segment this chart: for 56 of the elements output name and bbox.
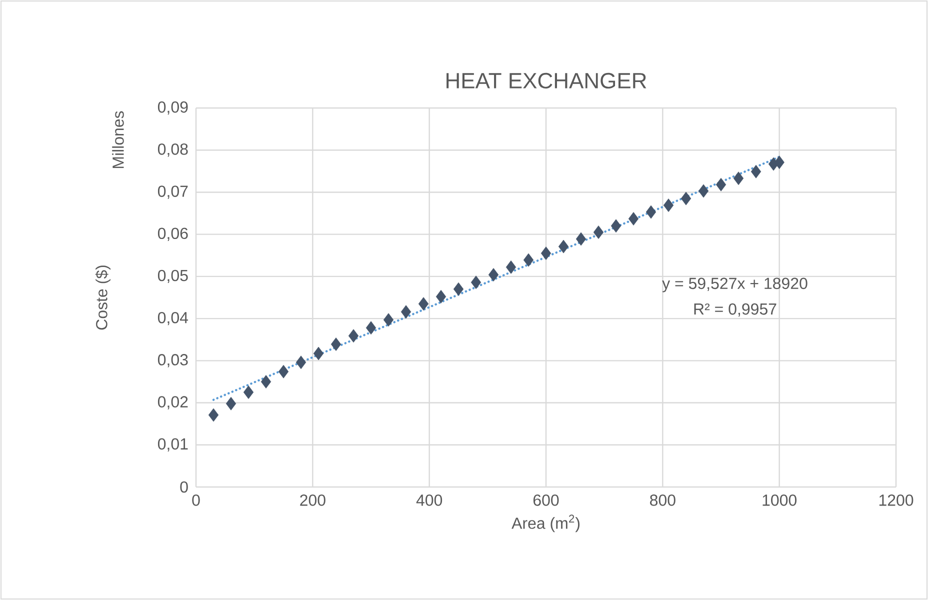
point — [506, 260, 516, 274]
y-tick-label: 0 — [180, 481, 188, 493]
y-tick-label: 0,08 — [158, 144, 188, 157]
point — [540, 246, 552, 260]
point — [698, 184, 709, 198]
point — [226, 396, 236, 410]
x-tick-label: 0 — [192, 494, 200, 506]
point — [208, 408, 219, 422]
point — [348, 329, 359, 343]
text: Millones — [112, 111, 124, 168]
point — [436, 290, 446, 304]
annotation: y = 59,527x + 18920 — [662, 278, 808, 292]
point — [576, 232, 586, 246]
point — [278, 364, 289, 378]
x-tick-label: 200 — [300, 494, 326, 506]
y-tick-label: 0,05 — [158, 270, 188, 284]
annotation: R² = 0,9957 — [694, 303, 776, 317]
point — [774, 156, 784, 170]
point — [558, 240, 569, 254]
point — [593, 226, 604, 239]
y-tick-label: 0,01 — [158, 438, 188, 452]
point — [470, 276, 482, 290]
point — [243, 386, 254, 399]
y-axis-title: Coste ($) — [95, 266, 110, 330]
x-tick-label: 400 — [416, 494, 442, 506]
y-tick-label: 0,02 — [158, 396, 188, 410]
point — [680, 192, 692, 206]
point — [646, 205, 656, 219]
x-tick-label: 1000 — [762, 494, 797, 506]
y-tick-label: 0,07 — [158, 186, 188, 199]
point — [313, 346, 324, 360]
chart-title: HEAT EXCHANGER — [446, 72, 646, 89]
point — [733, 172, 744, 186]
point — [383, 313, 394, 327]
point — [260, 375, 272, 388]
point — [418, 297, 429, 311]
point — [523, 253, 534, 267]
point — [750, 164, 762, 178]
point — [628, 212, 639, 226]
point — [453, 282, 464, 296]
y-tick-label: 0,09 — [158, 101, 188, 115]
point — [610, 219, 622, 233]
x-tick-label: 800 — [650, 494, 676, 506]
point — [663, 198, 674, 212]
y-tick-label: 0,04 — [158, 312, 188, 326]
point — [716, 178, 726, 192]
point — [400, 305, 412, 319]
point — [366, 321, 376, 335]
point — [296, 356, 306, 370]
point — [488, 268, 499, 282]
x-axis-title: Area (m$^{2}$) — [512, 514, 580, 532]
y-tick-label: 0,06 — [158, 228, 188, 241]
point — [330, 338, 342, 351]
x-tick-label: 600 — [533, 494, 559, 506]
x-tick-label: 1200 — [879, 494, 914, 506]
y-tick-label: 0,03 — [158, 354, 188, 368]
